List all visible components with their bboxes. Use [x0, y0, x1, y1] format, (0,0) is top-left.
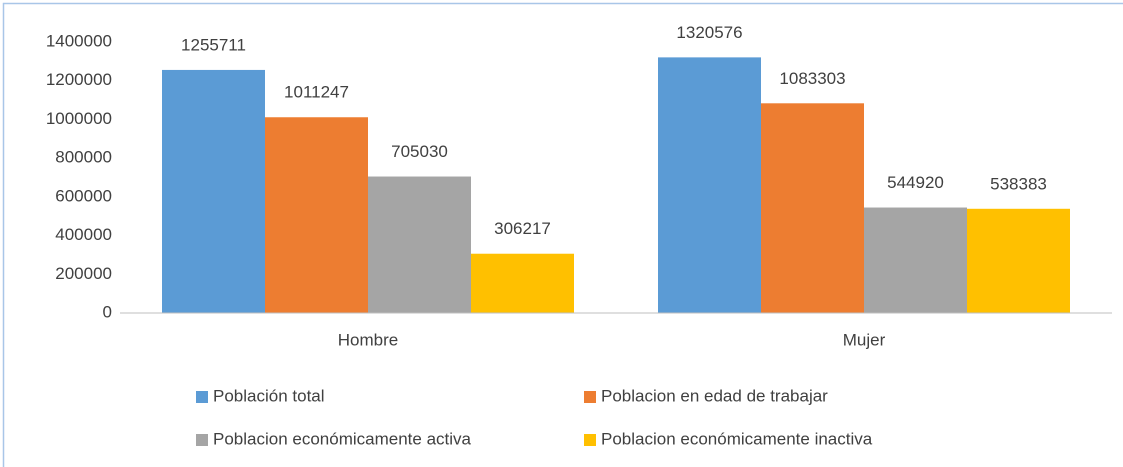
legend-label: Población total — [213, 386, 325, 405]
legend-label: Poblacion en edad de trabajar — [601, 386, 828, 405]
y-tick-label: 200000 — [55, 264, 112, 283]
y-tick-label: 400000 — [55, 225, 112, 244]
y-tick-label: 1200000 — [46, 70, 112, 89]
data-label: 544920 — [887, 173, 944, 192]
legend-swatch — [584, 391, 596, 403]
data-label: 1011247 — [284, 83, 349, 102]
bar — [967, 208, 1070, 313]
data-label: 1320576 — [676, 23, 742, 42]
y-tick-label: 0 — [103, 302, 112, 321]
legend-swatch — [584, 434, 596, 446]
y-tick-label: 1000000 — [46, 109, 112, 128]
legend-label: Poblacion económicamente inactiva — [601, 429, 873, 448]
y-tick-label: 600000 — [55, 186, 112, 205]
data-label: 705030 — [391, 142, 448, 161]
bar — [761, 103, 864, 313]
y-tick-label: 1400000 — [46, 31, 112, 50]
legend-label: Poblacion económicamente activa — [213, 429, 472, 448]
data-label: 1255711 — [181, 35, 246, 54]
y-tick-label: 800000 — [55, 148, 112, 167]
data-label: 306217 — [494, 219, 551, 238]
bar — [864, 207, 967, 313]
legend-swatch — [196, 391, 208, 403]
bar — [471, 253, 574, 313]
x-tick-label: Mujer — [843, 330, 886, 349]
bar — [658, 57, 761, 313]
bar — [368, 176, 471, 313]
data-label: 1083303 — [779, 69, 845, 88]
data-label: 538383 — [990, 174, 1047, 193]
bar — [265, 117, 368, 314]
x-tick-label: Hombre — [338, 330, 398, 349]
bar — [162, 69, 265, 313]
legend-swatch — [196, 434, 208, 446]
